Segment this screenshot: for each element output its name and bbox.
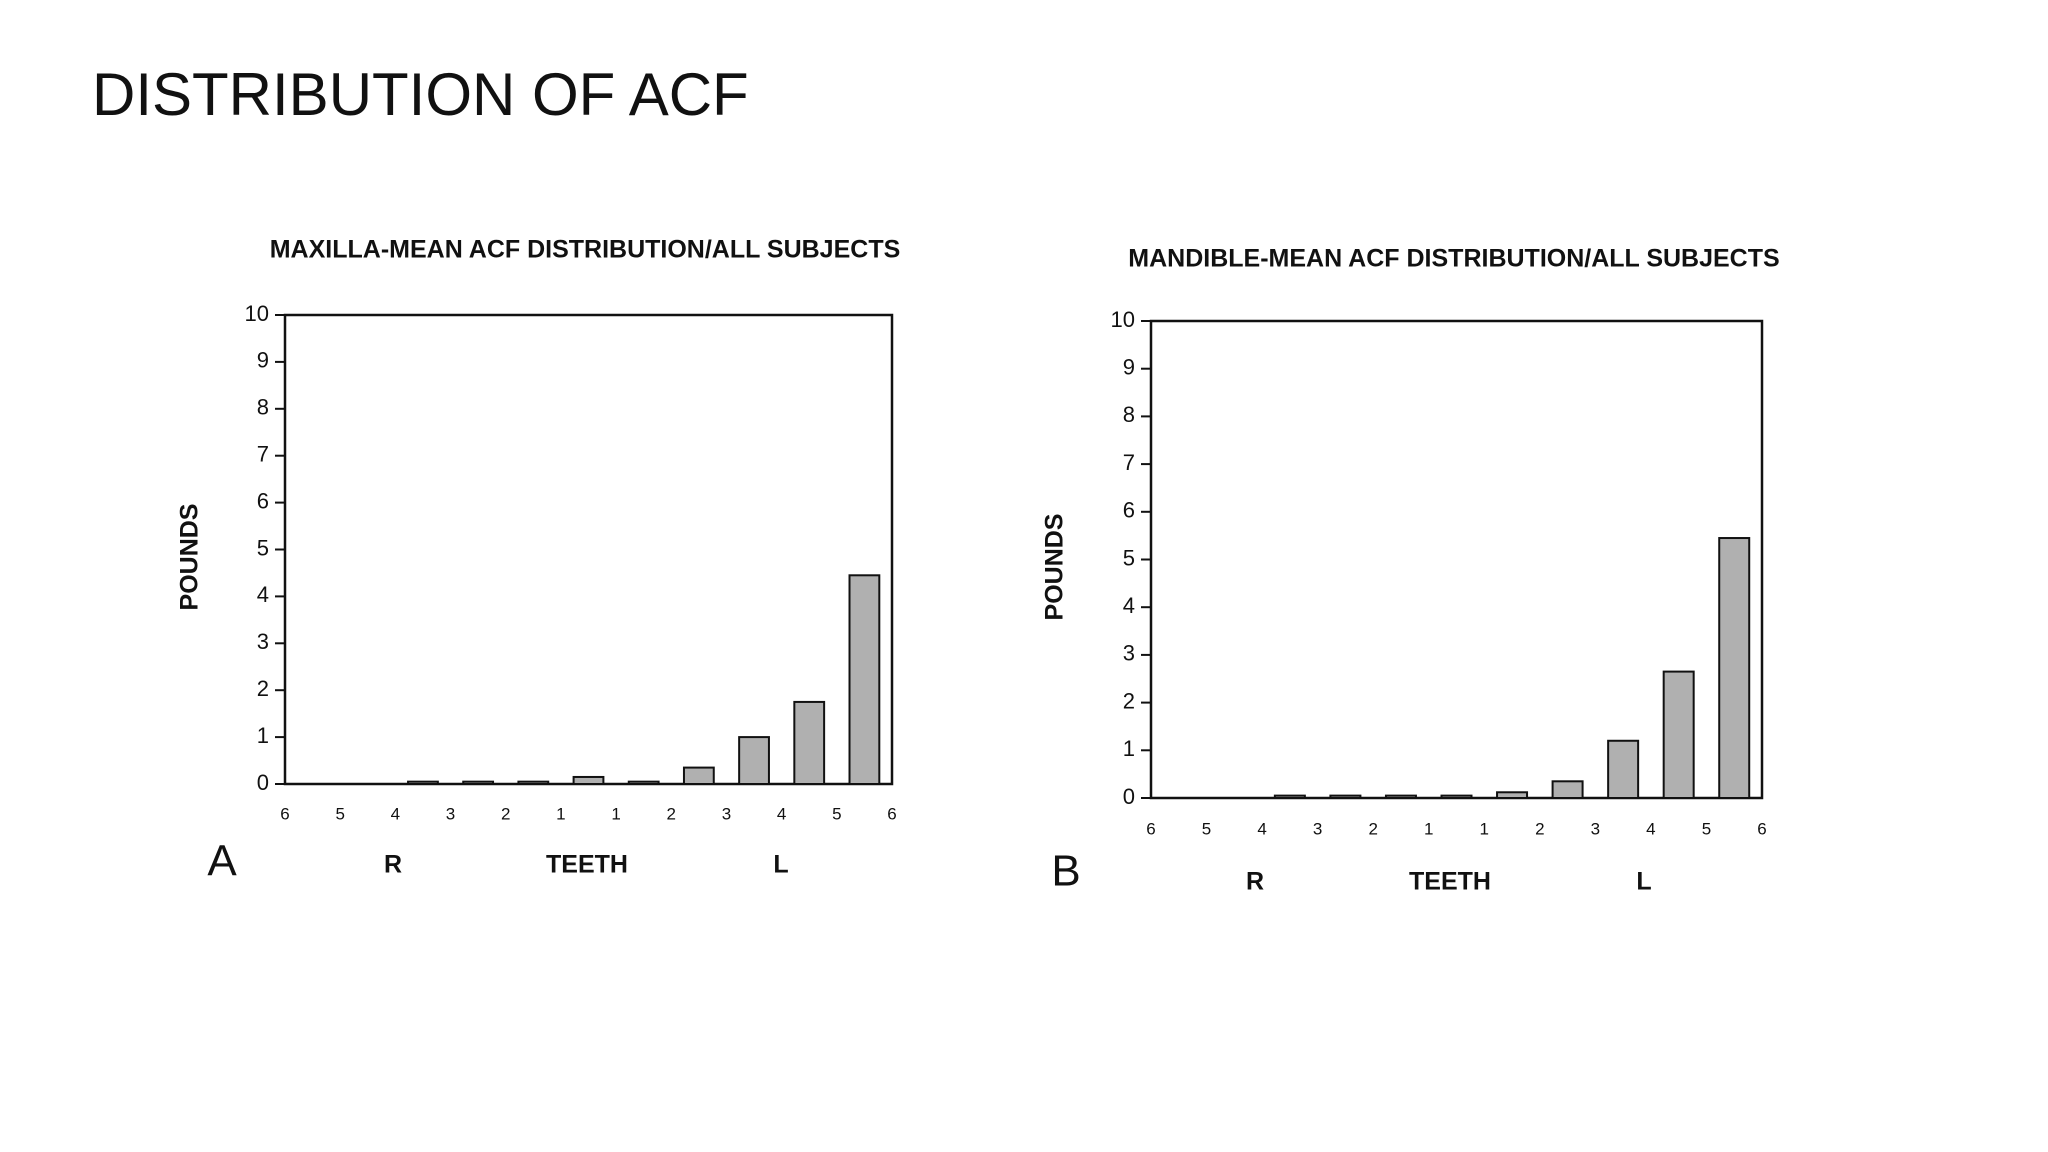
- y-tick-label: 6: [1123, 498, 1135, 523]
- y-tick-label: 9: [257, 348, 269, 373]
- bar: [1329, 794, 1362, 799]
- y-tick-label: 7: [1123, 450, 1135, 475]
- y-tick-label: 4: [1123, 593, 1135, 618]
- x-tick-label: 4: [391, 804, 400, 823]
- y-tick-label: 7: [257, 442, 269, 467]
- y-tick-label: 1: [1123, 736, 1135, 761]
- x-tick-label: 6: [1757, 819, 1766, 838]
- x-axis-label: TEETH: [1409, 868, 1491, 896]
- x-tick-label: 2: [1535, 819, 1544, 838]
- x-tick-label: 4: [777, 804, 786, 823]
- y-tick-label: 0: [1123, 784, 1135, 809]
- x-tick-label: 3: [446, 804, 455, 823]
- x-axis-label: L: [1636, 868, 1651, 896]
- x-tick-label: 4: [1257, 819, 1266, 838]
- x-tick-label: 5: [1202, 819, 1211, 838]
- bar: [1440, 794, 1473, 799]
- x-tick-label: 5: [1702, 819, 1711, 838]
- x-tick-label: 1: [556, 804, 565, 823]
- x-tick-label: 2: [1368, 819, 1377, 838]
- y-tick-label: 5: [1123, 545, 1135, 570]
- bar: [462, 780, 495, 786]
- x-tick-label: 4: [1646, 819, 1655, 838]
- bar: [1496, 791, 1529, 800]
- y-tick-label: 8: [257, 395, 269, 420]
- x-tick-label: 5: [832, 804, 841, 823]
- x-tick-label: 6: [1146, 819, 1155, 838]
- x-axis-label: TEETH: [546, 851, 628, 879]
- bar: [1662, 670, 1695, 799]
- y-tick-label: 10: [1111, 307, 1135, 332]
- x-tick-label: 6: [887, 804, 896, 823]
- x-tick-label: 2: [501, 804, 510, 823]
- panel-letter: B: [1051, 847, 1080, 896]
- chart-title: MAXILLA-MEAN ACF DISTRIBUTION/ALL SUBJEC…: [270, 236, 901, 264]
- y-tick-label: 8: [1123, 402, 1135, 427]
- y-tick-label: 2: [1123, 688, 1135, 713]
- bar: [627, 780, 660, 786]
- x-tick-label: 2: [667, 804, 676, 823]
- x-axis-label: L: [773, 851, 788, 879]
- bar: [1273, 794, 1306, 799]
- bar: [848, 574, 881, 785]
- x-tick-label: 3: [1313, 819, 1322, 838]
- bar: [682, 766, 715, 786]
- x-axis-label: R: [1246, 868, 1264, 896]
- y-tick-label: 10: [245, 301, 269, 326]
- bar: [572, 775, 605, 786]
- x-axis-label: R: [384, 851, 402, 879]
- bar: [517, 780, 550, 786]
- chart-title: MANDIBLE-MEAN ACF DISTRIBUTION/ALL SUBJE…: [1128, 245, 1779, 273]
- y-tick-label: 3: [257, 629, 269, 654]
- bar: [1551, 780, 1584, 799]
- x-tick-label: 1: [611, 804, 620, 823]
- x-tick-label: 3: [1591, 819, 1600, 838]
- y-tick-label: 5: [257, 535, 269, 560]
- bar: [1384, 794, 1417, 799]
- y-axis-label: POUNDS: [176, 504, 204, 611]
- bar: [1607, 739, 1640, 800]
- x-tick-label: 1: [1424, 819, 1433, 838]
- x-tick-label: 5: [335, 804, 344, 823]
- page-title: DISTRIBUTION OF ACF: [92, 61, 749, 128]
- bar: [1718, 537, 1751, 799]
- y-tick-label: 2: [257, 676, 269, 701]
- bar: [407, 780, 439, 786]
- y-tick-label: 6: [257, 488, 269, 513]
- x-tick-label: 3: [722, 804, 731, 823]
- y-tick-label: 0: [257, 770, 269, 795]
- x-tick-label: 1: [1480, 819, 1489, 838]
- bar: [738, 736, 770, 785]
- y-tick-label: 1: [257, 723, 269, 748]
- y-tick-label: 9: [1123, 355, 1135, 380]
- bar: [793, 700, 826, 785]
- panel-letter: A: [207, 837, 237, 886]
- y-tick-label: 4: [257, 582, 269, 607]
- y-tick-label: 3: [1123, 641, 1135, 666]
- y-axis-label: POUNDS: [1041, 514, 1069, 621]
- x-tick-label: 6: [280, 804, 289, 823]
